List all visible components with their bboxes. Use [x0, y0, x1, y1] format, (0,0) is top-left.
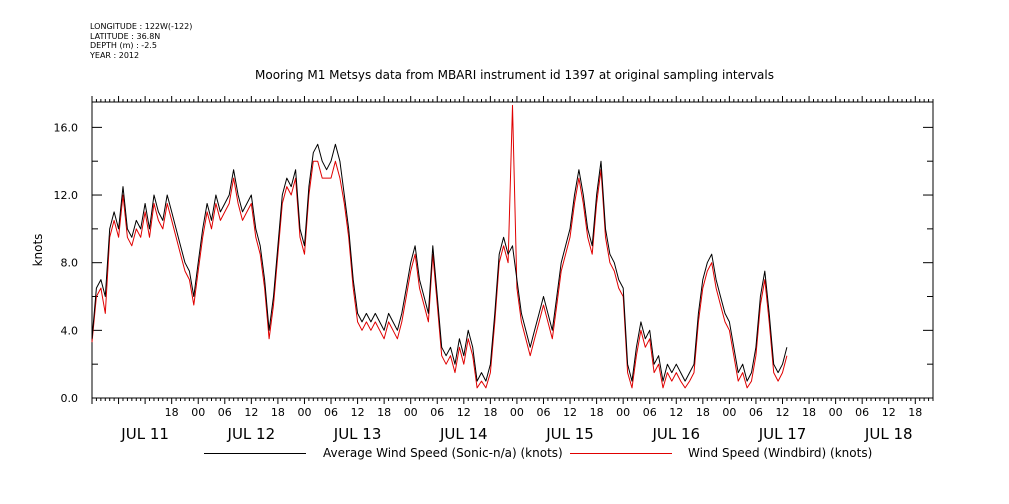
- x-tick-label: 12: [776, 406, 790, 419]
- x-day-label: JUL 13: [333, 425, 382, 443]
- series-line-windbird-wind-speed: [91, 104, 788, 389]
- x-tick-label: 00: [404, 406, 418, 419]
- x-tick-label: 00: [829, 406, 843, 419]
- x-tick-label: 06: [643, 406, 657, 419]
- x-day-label: JUL 14: [439, 425, 488, 443]
- x-tick-label: 00: [510, 406, 524, 419]
- x-tick-label: 18: [377, 406, 391, 419]
- x-day-label: JUL 11: [120, 425, 169, 443]
- legend-label-average: Average Wind Speed (Sonic-n/a) (knots): [323, 446, 563, 460]
- x-tick-label: 12: [244, 406, 258, 419]
- y-tick-label: 16.0: [54, 121, 79, 134]
- x-day-label: JUL 16: [651, 425, 700, 443]
- y-axis-label: knots: [31, 234, 45, 267]
- x-tick-label: 00: [616, 406, 630, 419]
- y-tick-label: 8.0: [61, 257, 79, 270]
- x-tick-label: 00: [191, 406, 205, 419]
- chart-title: Mooring M1 Metsys data from MBARI instru…: [255, 68, 774, 82]
- legend-swatch-windbird: [570, 453, 672, 454]
- x-tick-label: 06: [430, 406, 444, 419]
- x-tick-label: 18: [165, 406, 179, 419]
- x-tick-label: 18: [590, 406, 604, 419]
- x-tick-label: 12: [457, 406, 471, 419]
- series-line-average-wind-speed: [91, 143, 788, 382]
- x-tick-label: 06: [855, 406, 869, 419]
- x-tick-label: 12: [882, 406, 896, 419]
- x-tick-label: 12: [563, 406, 577, 419]
- x-day-label: JUL 17: [758, 425, 807, 443]
- x-tick-label: 18: [271, 406, 285, 419]
- depth-label: DEPTH (m) : -2.5: [90, 41, 157, 50]
- x-tick-label: 12: [351, 406, 365, 419]
- longitude-label: LONGITUDE : 122W(-122): [90, 22, 193, 31]
- x-tick-label: 06: [324, 406, 338, 419]
- x-tick-label: 06: [536, 406, 550, 419]
- x-tick-label: 18: [802, 406, 816, 419]
- x-tick-label: 18: [696, 406, 710, 419]
- x-tick-label: 18: [908, 406, 922, 419]
- y-tick-label: 0.0: [61, 392, 79, 405]
- x-tick-label: 00: [297, 406, 311, 419]
- x-day-label: JUL 12: [227, 425, 276, 443]
- plot-frame: [91, 101, 934, 399]
- latitude-label: LATITUDE : 36.8N: [90, 31, 161, 41]
- year-label: YEAR : 2012: [90, 50, 140, 60]
- axes: 18 00 06 12 18 00 06 12 18 00 06 12 18 00 06 12 18 00 06 12…: [31, 96, 934, 443]
- x-tick-label: 12: [669, 406, 683, 419]
- legend-swatch-average: [204, 453, 306, 454]
- x-tick-label: 00: [722, 406, 736, 419]
- legend-label-windbird: Wind Speed (Windbird) (knots): [688, 446, 873, 460]
- x-day-label: JUL 15: [545, 425, 594, 443]
- y-tick-label: 12.0: [54, 189, 79, 202]
- x-tick-label: 06: [218, 406, 232, 419]
- metadata-block: LONGITUDE : 122W(-122) LATITUDE : 36.8N …: [90, 22, 192, 60]
- x-tick-label: 18: [483, 406, 497, 419]
- x-day-label: JUL 18: [864, 425, 913, 443]
- series-group: [91, 104, 788, 389]
- y-tick-label: 4.0: [61, 324, 79, 337]
- x-tick-label: 06: [749, 406, 763, 419]
